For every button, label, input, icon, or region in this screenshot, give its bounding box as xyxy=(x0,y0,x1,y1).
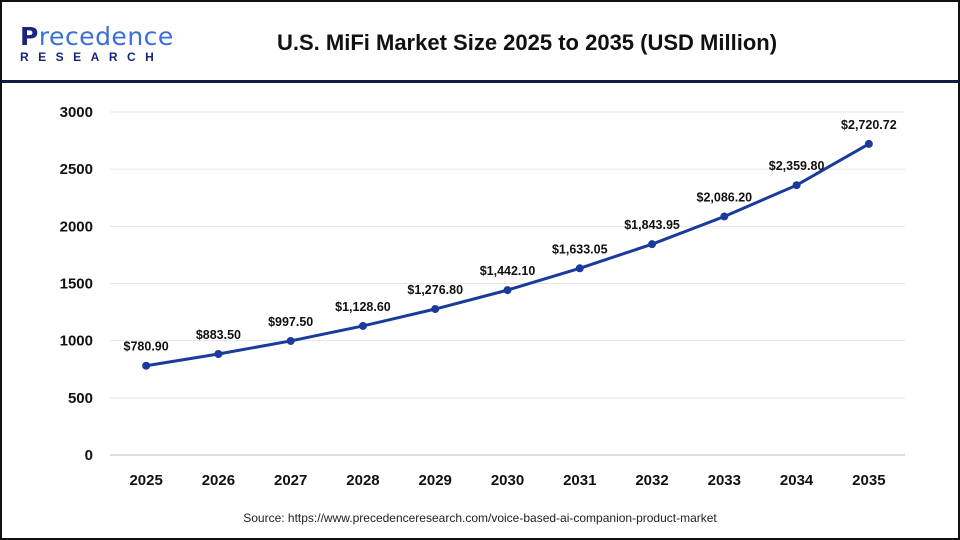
y-tick-label: 2500 xyxy=(60,161,93,178)
data-point xyxy=(864,139,873,148)
data-label: $1,276.80 xyxy=(407,283,463,297)
chart-title: U.S. MiFi Market Size 2025 to 2035 (USD … xyxy=(277,30,778,55)
data-point xyxy=(792,181,801,190)
header: Precedence RESEARCH U.S. MiFi Market Siz… xyxy=(2,2,958,83)
data-label: $780.90 xyxy=(124,340,169,354)
data-point xyxy=(142,361,151,370)
x-tick-label: 2034 xyxy=(780,472,814,489)
y-tick-label: 0 xyxy=(85,447,93,464)
x-tick-label: 2025 xyxy=(129,472,162,489)
x-tick-label: 2028 xyxy=(346,472,379,489)
data-point xyxy=(720,212,729,221)
data-point xyxy=(431,305,440,314)
data-label: $997.50 xyxy=(268,315,313,329)
data-label: $883.50 xyxy=(196,328,241,342)
data-point xyxy=(214,349,223,358)
logo: Precedence RESEARCH xyxy=(20,22,174,65)
data-point xyxy=(648,240,657,249)
x-tick-label: 2033 xyxy=(708,472,741,489)
data-label: $1,442.10 xyxy=(480,264,536,278)
data-label: $1,633.05 xyxy=(552,242,608,256)
series-line xyxy=(145,142,870,368)
logo-subtext: RESEARCH xyxy=(20,50,164,64)
data-point xyxy=(286,336,295,345)
x-tick-label: 2030 xyxy=(491,472,524,489)
logo-p: P xyxy=(20,22,39,51)
y-tick-label: 1000 xyxy=(60,333,93,350)
data-point xyxy=(503,286,512,295)
x-tick-label: 2027 xyxy=(274,472,307,489)
data-label: $2,086.20 xyxy=(697,190,753,204)
x-tick-label: 2029 xyxy=(419,472,452,489)
y-tick-label: 500 xyxy=(68,390,93,407)
logo-text: recedence xyxy=(38,22,174,51)
y-tick-label: 3000 xyxy=(60,104,93,121)
data-label: $2,720.72 xyxy=(841,118,897,132)
x-tick-label: 2032 xyxy=(635,472,668,489)
data-point xyxy=(575,264,584,273)
x-tick-label: 2035 xyxy=(852,472,885,489)
data-label: $1,843.95 xyxy=(624,218,680,232)
source-text: Source: https://www.precedenceresearch.c… xyxy=(243,511,717,525)
y-tick-label: 1500 xyxy=(60,276,93,293)
data-point xyxy=(358,321,367,330)
x-tick-label: 2031 xyxy=(563,472,596,489)
data-label: $2,359.80 xyxy=(769,159,825,173)
data-label: $1,128.60 xyxy=(335,300,391,314)
x-tick-label: 2026 xyxy=(202,472,235,489)
y-tick-label: 2000 xyxy=(60,218,93,235)
